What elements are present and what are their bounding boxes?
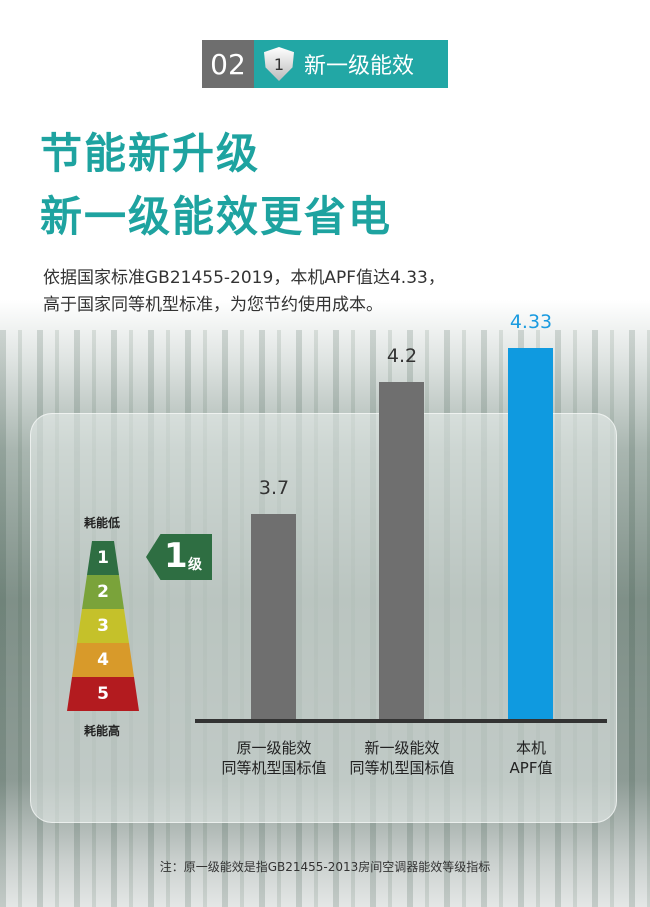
low-consumption-label: 耗能低 [84, 516, 121, 530]
energy-level-2: 2 [82, 575, 124, 609]
bar-1 [379, 382, 424, 720]
bar-0 [251, 514, 296, 720]
category-label: 原一级能效 同等机型国标值 [221, 739, 327, 777]
headline-1: 节能新升级 [40, 129, 261, 178]
bar-value-label: 4.33 [509, 310, 553, 333]
description: 依据国家标准GB21455-2019，本机APF值达4.33， 高于国家同等机型标… [43, 268, 445, 315]
category-label: 新一级能效 同等机型国标值 [349, 739, 455, 777]
section-number: 02 [202, 40, 254, 88]
energy-level-5: 5 [67, 677, 139, 711]
bar-2 [508, 347, 553, 720]
section-badge: 02 1 新一级能效 [202, 40, 448, 88]
energy-level-1: 1 [87, 541, 119, 575]
energy-level-4: 4 [72, 643, 134, 677]
shield-icon: 1 [264, 47, 294, 81]
bar-value-label: 3.7 [258, 477, 290, 500]
footnote: 注：原一级能效是指GB21455-2013房间空调器能效等级指标 [159, 860, 491, 874]
headline-2: 新一级能效更省电 [40, 192, 393, 241]
category-label: 本机 APF值 [509, 739, 553, 777]
high-consumption-label: 耗能高 [84, 724, 121, 738]
x-axis-line [195, 719, 607, 723]
bar-value-label: 4.2 [386, 345, 418, 368]
energy-level-3: 3 [77, 609, 129, 643]
section-label: 新一级能效 [304, 54, 415, 79]
